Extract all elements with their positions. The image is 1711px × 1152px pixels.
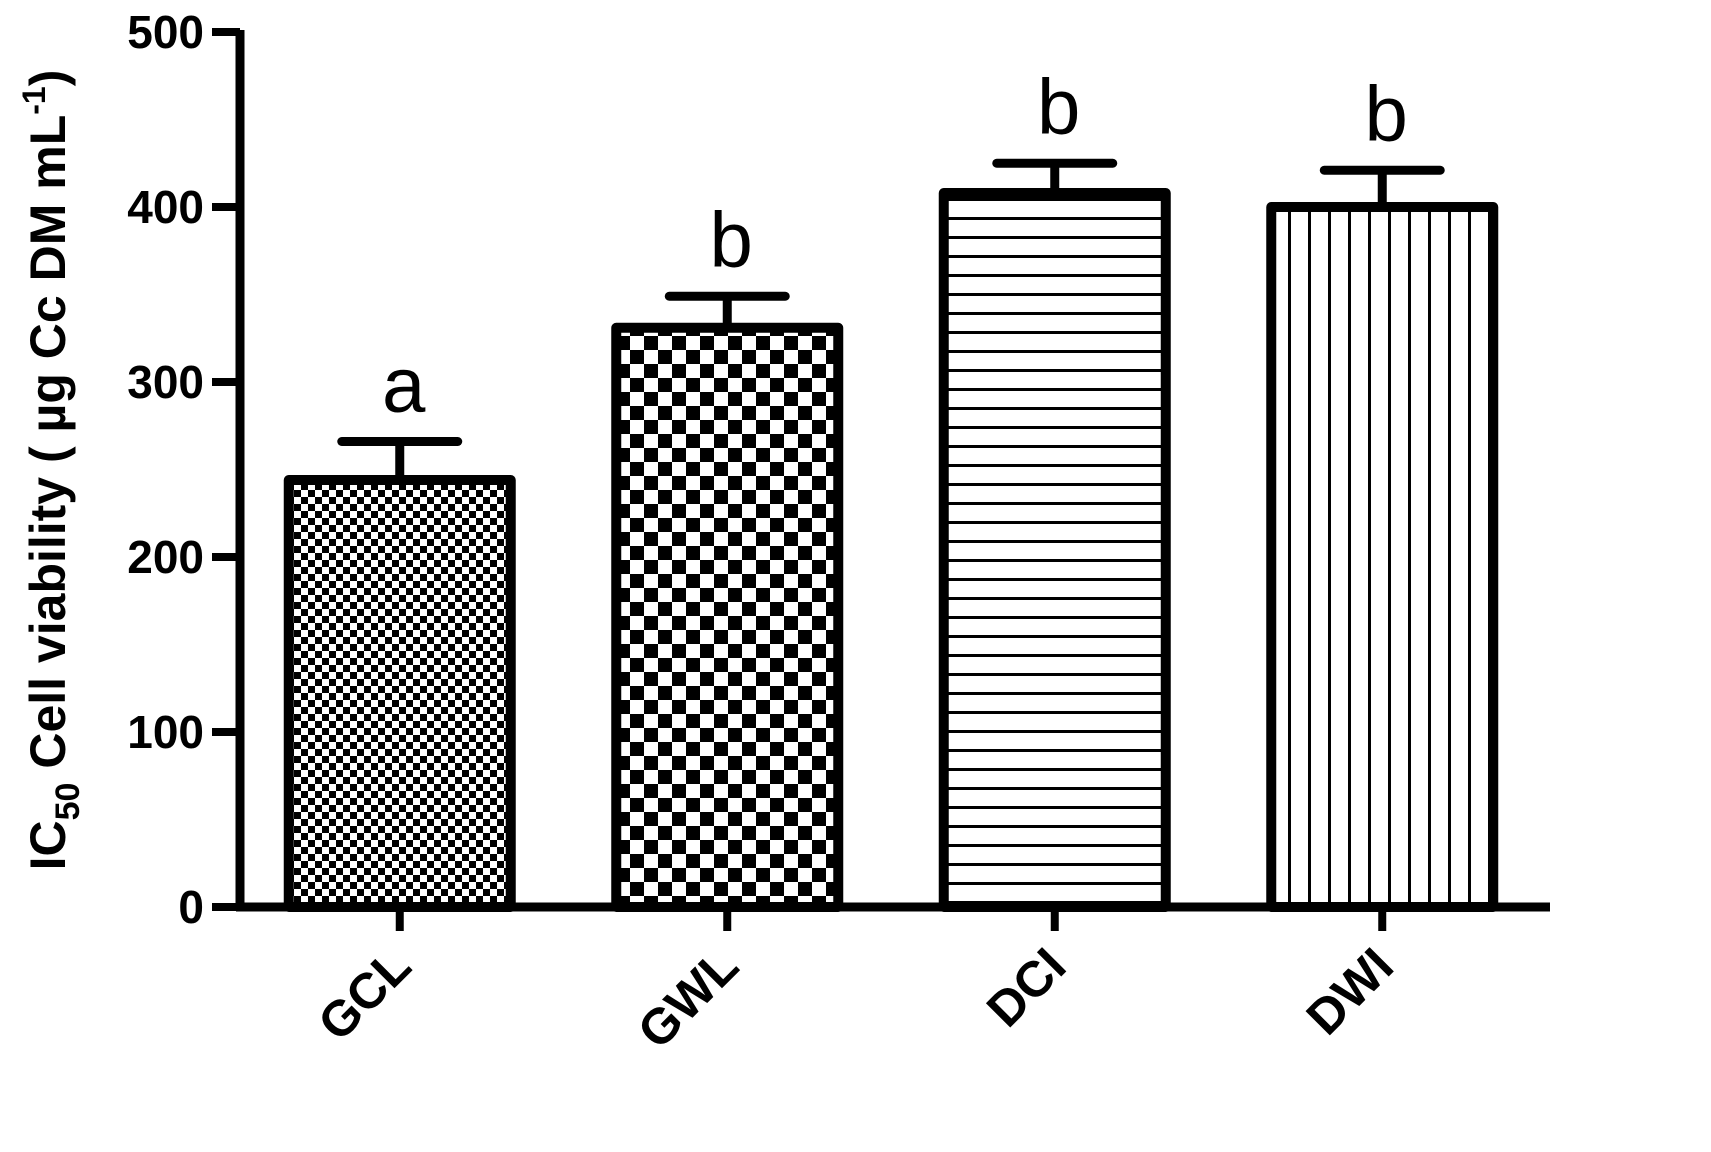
y-axis-label: IC50 Cell viability ( µg Cc DM mL-1) <box>16 70 87 871</box>
x-tick-label-dwi: DWI <box>1296 937 1404 1045</box>
y-tick-label-1: 100 <box>127 706 204 758</box>
bar-group-dwi: b <box>1266 69 1499 912</box>
x-tick-label-gcl: GCL <box>307 937 421 1051</box>
x-tick-label-gwl: GWL <box>627 937 749 1059</box>
bar-group-dci: b <box>938 62 1171 912</box>
significance-letter-dwi: b <box>1365 69 1408 157</box>
y-tick-label-0: 0 <box>178 881 204 933</box>
bar-group-gwl: b <box>611 195 844 912</box>
bars: a b b b <box>283 62 1499 912</box>
bar-group-gcl: a <box>283 341 516 912</box>
x-tick-label-dci: DCI <box>976 937 1076 1037</box>
x-axis: GCL GWL DCI DWI <box>236 902 1550 1059</box>
y-axis: 0 100 200 300 400 500 <box>127 6 245 933</box>
y-tick-label-5: 500 <box>127 6 204 58</box>
bar-dci <box>938 188 1171 912</box>
significance-letter-gcl: a <box>382 341 426 429</box>
bar-gwl <box>611 322 844 912</box>
bar-gcl <box>283 475 516 912</box>
bar-dwi <box>1266 202 1499 912</box>
y-tick-label-4: 400 <box>127 181 204 233</box>
y-tick-label-2: 200 <box>127 531 204 583</box>
significance-letter-gwl: b <box>710 195 753 283</box>
y-tick-label-3: 300 <box>127 356 204 408</box>
svg-text:IC50 Cell viability ( µg Cc D: IC50 Cell viability ( µg Cc DM mL-1) <box>16 70 87 871</box>
significance-letter-dci: b <box>1037 62 1080 150</box>
